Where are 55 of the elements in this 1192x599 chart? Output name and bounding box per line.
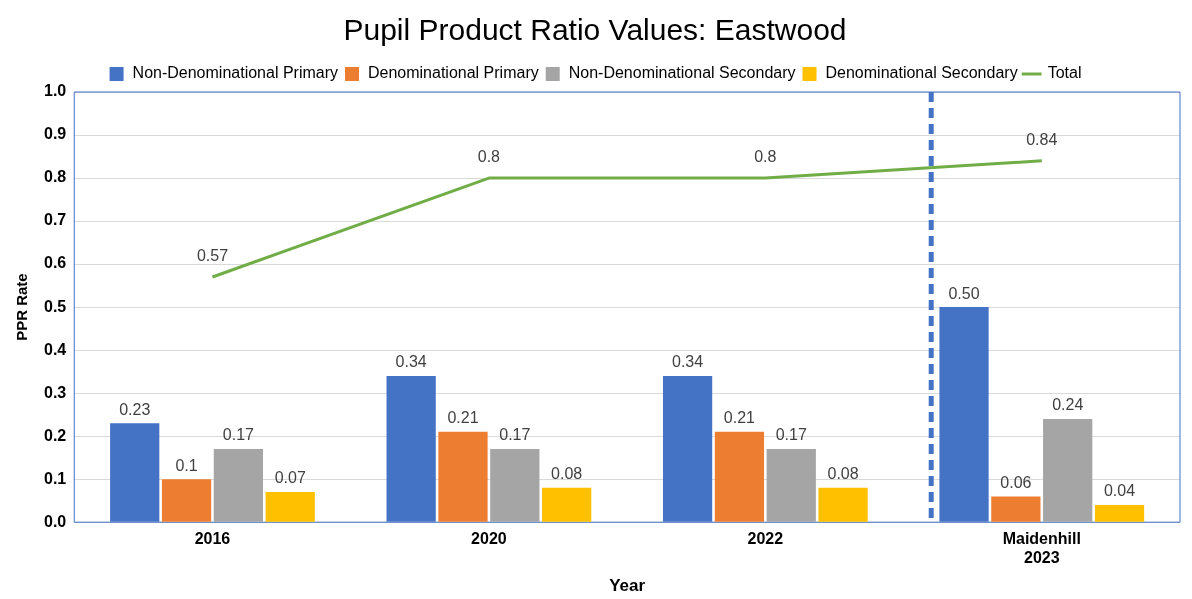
bar (1043, 418, 1093, 522)
chart-title: Pupil Product Ratio Values: Eastwood (343, 13, 847, 47)
x-tick-label: 2016 (194, 530, 231, 548)
y-tick-label: 0.5 (43, 297, 67, 315)
data-label: 0.17 (222, 426, 255, 444)
data-label: 0.1 (175, 456, 198, 474)
bar (818, 487, 868, 522)
bar (265, 492, 315, 522)
bar (490, 449, 540, 522)
data-label: 0.23 (119, 400, 151, 418)
x-tick-label: 2020 (471, 530, 507, 548)
bar (991, 496, 1041, 522)
bar (766, 449, 816, 522)
y-tick-label: 0.8 (43, 168, 67, 186)
bar (213, 449, 263, 522)
y-tick-label: 0.4 (43, 340, 67, 358)
y-tick-label: 1.0 (43, 82, 67, 100)
y-tick-label: 0.7 (43, 211, 67, 229)
y-tick-label: 0.9 (43, 125, 67, 143)
y-tick-label: 0.6 (43, 254, 67, 272)
x-axis-title: Year (609, 576, 646, 596)
y-tick-label: 0.1 (43, 469, 67, 487)
data-label: 0.34 (672, 353, 704, 371)
bar (714, 431, 765, 522)
x-tick-label: 2022 (747, 530, 784, 548)
data-label: 0.21 (447, 409, 479, 427)
legend-label: Non-Denominational Primary (132, 64, 338, 82)
data-label: 0.34 (395, 353, 427, 371)
bar (542, 487, 592, 522)
data-label: 0.17 (775, 426, 807, 444)
data-label: 0.08 (827, 465, 859, 483)
x-tick-label: Maidenhill 2023 (1002, 530, 1081, 567)
data-label: 0.08 (551, 465, 583, 483)
bar (1094, 504, 1145, 522)
data-label: 0.17 (499, 426, 531, 444)
data-label: 0.24 (1052, 396, 1084, 414)
data-label: 0.06 (1000, 473, 1032, 491)
data-label: 0.04 (1103, 482, 1136, 500)
data-label: 0.50 (948, 284, 980, 302)
data-label: 0.8 (754, 148, 777, 166)
legend-label: Denominational Primary (367, 64, 539, 82)
data-label: 0.8 (477, 148, 501, 166)
legend-label: Total (1047, 64, 1082, 82)
y-axis-title: PPR Rate (13, 273, 31, 341)
legend-label: Non-Denominational Secondary (568, 64, 796, 82)
data-label: 0.84 (1026, 131, 1058, 149)
y-tick-label: 0.0 (43, 512, 67, 530)
bar (438, 431, 488, 522)
data-label: 0.07 (274, 469, 306, 487)
y-tick-label: 0.3 (43, 383, 67, 401)
legend-label: Denominational Secondary (825, 64, 1018, 82)
data-label: 0.57 (196, 247, 229, 265)
y-tick-label: 0.2 (43, 426, 67, 444)
data-label: 0.21 (723, 409, 756, 427)
bar (161, 479, 212, 522)
